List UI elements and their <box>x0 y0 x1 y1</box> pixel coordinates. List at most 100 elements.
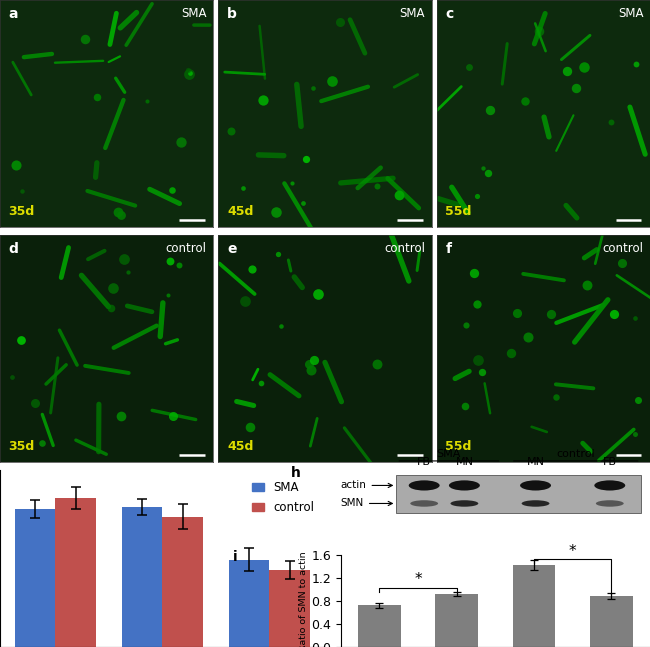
Point <box>463 61 474 72</box>
Ellipse shape <box>521 500 549 507</box>
Point <box>113 206 124 217</box>
Text: SMN: SMN <box>341 498 393 509</box>
Point <box>372 359 383 369</box>
Text: SMA: SMA <box>437 448 461 459</box>
Point <box>306 365 317 375</box>
Point <box>506 347 516 358</box>
Point <box>523 331 534 342</box>
Text: d: d <box>8 242 18 256</box>
Text: MN: MN <box>526 457 545 467</box>
Point <box>183 65 193 75</box>
Point <box>582 280 592 291</box>
Point <box>116 210 126 220</box>
Ellipse shape <box>410 500 438 507</box>
Point <box>512 308 523 318</box>
Point <box>119 254 129 264</box>
Point <box>630 313 640 323</box>
Point <box>247 263 257 274</box>
Bar <box>122 507 162 647</box>
Point <box>300 154 311 164</box>
Text: control: control <box>166 242 207 255</box>
Point <box>255 377 266 388</box>
Point <box>313 289 323 300</box>
Text: 35d: 35d <box>8 204 34 217</box>
Point <box>605 116 616 127</box>
Point <box>335 17 345 28</box>
Bar <box>436 594 478 647</box>
Text: SMA: SMA <box>400 7 425 20</box>
Text: 35d: 35d <box>8 440 34 453</box>
Point <box>520 96 530 107</box>
Legend: SMA, control: SMA, control <box>247 476 319 519</box>
Point <box>92 92 102 102</box>
Text: control: control <box>556 448 595 459</box>
Ellipse shape <box>594 480 625 490</box>
Point <box>80 34 90 45</box>
Point <box>633 395 644 405</box>
Bar <box>229 560 269 647</box>
Point <box>477 367 488 378</box>
Bar <box>269 570 310 647</box>
Point <box>37 438 47 448</box>
Bar <box>590 596 632 647</box>
Bar <box>162 517 203 647</box>
Point <box>17 186 27 196</box>
Text: control: control <box>603 242 644 255</box>
Point <box>142 96 153 106</box>
Point <box>394 190 404 200</box>
Point <box>534 26 544 36</box>
Ellipse shape <box>409 480 439 490</box>
Text: *: * <box>414 573 422 587</box>
Ellipse shape <box>520 480 551 490</box>
Point <box>485 105 495 116</box>
Point <box>551 391 562 402</box>
Point <box>578 61 589 72</box>
Text: FB: FB <box>417 457 431 467</box>
Point <box>108 283 118 293</box>
Point <box>11 160 21 170</box>
Point <box>307 83 318 93</box>
Point <box>244 421 255 432</box>
Point <box>309 355 320 366</box>
Point <box>7 371 18 382</box>
Point <box>477 163 488 173</box>
Point <box>616 258 627 269</box>
Point <box>240 296 250 307</box>
Text: 45d: 45d <box>227 440 254 453</box>
Point <box>304 358 314 369</box>
Ellipse shape <box>449 480 480 490</box>
Text: 55d: 55d <box>445 204 472 217</box>
Point <box>471 299 482 309</box>
Point <box>163 290 174 300</box>
Bar <box>396 475 641 512</box>
Text: *: * <box>569 543 577 558</box>
Bar <box>513 565 555 647</box>
Text: e: e <box>227 242 237 256</box>
Point <box>276 322 286 332</box>
Text: f: f <box>445 242 451 256</box>
Point <box>468 269 478 279</box>
Text: h: h <box>291 466 301 481</box>
Bar <box>358 606 400 647</box>
Point <box>176 137 186 148</box>
Point <box>461 320 471 330</box>
Text: 45d: 45d <box>227 204 254 217</box>
Point <box>167 185 177 195</box>
Point <box>122 267 133 278</box>
Point <box>298 198 309 208</box>
Point <box>272 249 283 259</box>
Ellipse shape <box>450 500 478 507</box>
Text: c: c <box>445 7 454 21</box>
Point <box>562 66 572 76</box>
Text: 55d: 55d <box>445 440 472 453</box>
Text: SMA: SMA <box>618 7 644 20</box>
Text: b: b <box>227 7 237 21</box>
Point <box>185 68 195 78</box>
Text: actin: actin <box>341 481 393 490</box>
Point <box>473 355 483 366</box>
Text: MN: MN <box>456 457 473 467</box>
Point <box>483 168 493 178</box>
Point <box>631 60 642 70</box>
Y-axis label: Ratio of SMN to actin: Ratio of SMN to actin <box>299 551 308 647</box>
Point <box>271 207 281 217</box>
